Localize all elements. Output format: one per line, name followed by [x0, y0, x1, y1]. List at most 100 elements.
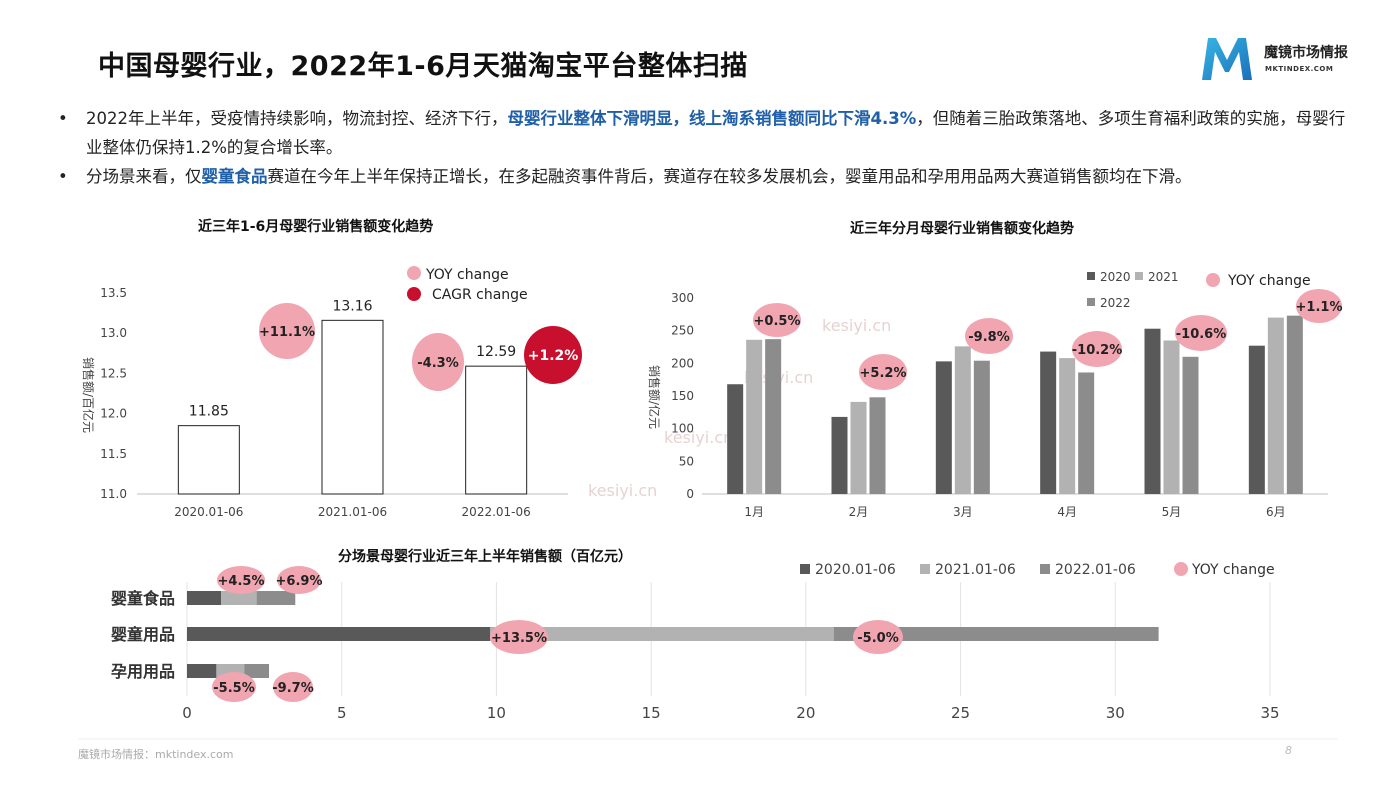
category-label: 婴童食品	[111, 589, 175, 608]
yoy-label: +6.9%	[276, 574, 323, 589]
bar-segment	[833, 627, 1159, 641]
legend-marker	[1135, 272, 1143, 280]
bar-value-label: 12.59	[476, 344, 516, 360]
brand-site: MKTINDEX.COM	[1265, 65, 1334, 73]
yoy-label: +5.2%	[860, 366, 907, 381]
x-tick-label: 2月	[849, 505, 869, 519]
legend-marker	[1174, 562, 1188, 576]
bullet-1-tail: ，但随着三胎政策落地、多项生育福利政策的实施，母婴行业整体仍保持1.2%的复合增…	[86, 109, 1346, 157]
x-tick-label: 2021.01-06	[318, 505, 387, 519]
yoy-label: -4.3%	[417, 356, 458, 371]
yoy-bubble	[412, 333, 464, 391]
bullet-1-text: 2022年上半年，受疫情持续影响，物流封控、经济下行，	[86, 109, 508, 128]
bar	[746, 339, 763, 494]
legend-label: YOY change	[1191, 562, 1275, 578]
bar	[765, 339, 782, 494]
bar	[1286, 315, 1303, 494]
x-tick-label: 6月	[1266, 505, 1286, 519]
y-tick-label: 300	[671, 291, 694, 305]
bar-segment	[221, 591, 257, 605]
yoy-label: +0.5%	[754, 314, 801, 329]
legend-label: YOY change	[425, 267, 509, 283]
legend-marker	[1040, 564, 1050, 574]
yoy-bubble	[259, 303, 315, 359]
bar	[1182, 356, 1199, 494]
y-tick-label: 12.0	[100, 407, 127, 421]
yoy-bubble	[273, 672, 313, 702]
bar-segment	[187, 591, 222, 605]
yoy-bubble	[1072, 331, 1122, 367]
yoy-label: -5.5%	[213, 681, 254, 696]
y-axis-label: 销售额/百亿元	[81, 357, 96, 433]
bar	[465, 365, 528, 495]
y-tick-label: 200	[671, 356, 694, 370]
yoy-bubble	[217, 566, 265, 594]
x-tick-label: 3月	[953, 505, 973, 519]
bar-segment	[187, 627, 491, 641]
x-tick-label: 10	[487, 704, 506, 722]
bar	[954, 346, 971, 494]
y-tick-label: 150	[671, 389, 694, 403]
bullet-dot: •	[58, 109, 68, 128]
legend-label: YOY change	[1227, 273, 1311, 289]
chart1-title: 近三年1-6月母婴行业销售额变化趋势	[198, 219, 434, 235]
bar	[973, 360, 990, 494]
legend-marker	[920, 564, 930, 574]
legend-marker	[800, 564, 810, 574]
legend-label: 2020.01-06	[815, 562, 896, 578]
x-tick-label: 0	[182, 704, 192, 722]
yoy-label: -10.2%	[1072, 343, 1123, 358]
chart2-title: 近三年分月母婴行业销售额变化趋势	[850, 221, 1074, 237]
yoy-bubble	[1175, 315, 1227, 351]
bar-value-label: 11.85	[189, 404, 229, 420]
y-tick-label: 50	[679, 454, 694, 468]
bar	[727, 384, 744, 494]
bar	[1040, 351, 1057, 494]
legend-marker	[407, 266, 421, 280]
yoy-bubble	[490, 620, 548, 654]
page-number: 8	[1285, 744, 1292, 757]
bar-value-label: 13.16	[332, 298, 372, 314]
legend-label: CAGR change	[432, 287, 528, 303]
bar-segment	[244, 664, 269, 678]
bar	[1248, 345, 1265, 494]
legend-marker	[1087, 298, 1095, 306]
x-tick-label: 30	[1106, 704, 1125, 722]
summary-bullets: • 2022年上半年，受疫情持续影响，物流封控、经济下行，母婴行业整体下滑明显，线…	[58, 104, 1348, 191]
bullet-1: • 2022年上半年，受疫情持续影响，物流封控、经济下行，母婴行业整体下滑明显，线…	[58, 104, 1348, 162]
y-tick-label: 11.5	[100, 447, 127, 461]
x-tick-label: 15	[642, 704, 661, 722]
x-tick-label: 1月	[744, 505, 764, 519]
bar-segment	[490, 627, 834, 641]
watermark: kesiyi.cn	[664, 428, 734, 447]
page-title: 中国母婴行业，2022年1-6月天猫淘宝平台整体扫描	[98, 51, 748, 82]
watermark: kesiyi.cn	[822, 316, 892, 335]
x-tick-label: 20	[796, 704, 815, 722]
x-tick-label: 4月	[1057, 505, 1077, 519]
bullet-2-text: 分场景来看，仅	[86, 167, 202, 186]
legend-label: 2021	[1148, 270, 1179, 284]
yoy-label: -9.7%	[272, 681, 313, 696]
yoy-bubble	[853, 620, 903, 654]
bar	[831, 416, 848, 494]
yoy-label: +4.5%	[218, 574, 265, 589]
bullet-dot: •	[58, 167, 68, 186]
bar	[1267, 317, 1284, 494]
yoy-label: +1.1%	[1296, 300, 1343, 315]
bar	[177, 425, 240, 495]
bar	[321, 319, 384, 495]
yoy-bubble	[212, 672, 256, 702]
y-tick-label: 12.5	[100, 366, 127, 380]
x-tick-label: 2022.01-06	[462, 505, 531, 519]
bullet-2-highlight: 婴童食品	[201, 167, 268, 186]
yoy-label: -10.6%	[1176, 327, 1227, 342]
legend-label: 2022	[1100, 296, 1131, 310]
bar	[1078, 372, 1095, 494]
x-tick-label: 5	[337, 704, 347, 722]
category-label: 婴童用品	[111, 625, 175, 644]
yoy-bubble	[524, 326, 582, 384]
bar-segment	[187, 664, 217, 678]
y-tick-label: 13.5	[100, 286, 127, 300]
category-label: 孕用用品	[111, 662, 175, 681]
